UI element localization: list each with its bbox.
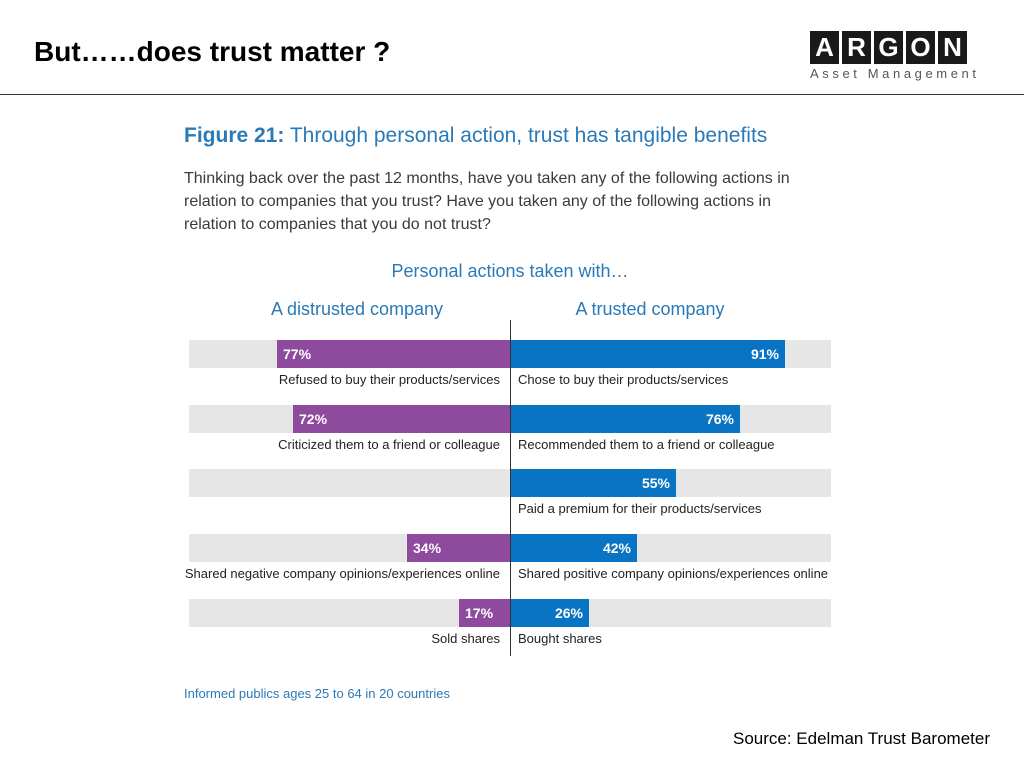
logo-letters: A R G O N bbox=[810, 31, 1004, 64]
bar-value-label: 76% bbox=[705, 411, 734, 427]
chart-title: Personal actions taken with… bbox=[391, 261, 629, 281]
bar-value-label: 55% bbox=[641, 475, 670, 491]
action-label-trusted: Recommended them to a friend or colleagu… bbox=[518, 437, 775, 452]
bar-distrusted: 77% bbox=[277, 340, 510, 368]
bar-value-label: 42% bbox=[602, 540, 631, 556]
bar-distrusted: 72% bbox=[293, 405, 510, 433]
action-label-trusted: Bought shares bbox=[518, 631, 602, 646]
logo-letter: O bbox=[906, 31, 935, 64]
bar-distrusted: 17% bbox=[459, 599, 510, 627]
action-label-trusted: Paid a premium for their products/servic… bbox=[518, 501, 762, 516]
bar-trusted: 55% bbox=[510, 469, 676, 497]
header-divider bbox=[0, 94, 1024, 95]
bar-trusted: 42% bbox=[510, 534, 637, 562]
action-label-trusted: Chose to buy their products/services bbox=[518, 372, 729, 387]
bar-trusted: 91% bbox=[510, 340, 785, 368]
action-label-distrusted: Refused to buy their products/services bbox=[278, 372, 500, 387]
argon-logo: A R G O N Asset Management bbox=[810, 31, 1004, 81]
bar-value-label: 91% bbox=[750, 346, 779, 362]
action-label-distrusted: Sold shares bbox=[431, 631, 500, 646]
logo-subtitle: Asset Management bbox=[810, 66, 980, 81]
slide-title: But……does trust matter ? bbox=[34, 36, 391, 67]
bar-value-label: 77% bbox=[283, 346, 312, 362]
chart-center-axis bbox=[510, 320, 511, 656]
figure-title: Figure 21: Through personal action, trus… bbox=[184, 124, 767, 148]
logo-letter: R bbox=[842, 31, 871, 64]
legend-distrusted: A distrusted company bbox=[270, 299, 444, 319]
bar-trusted: 76% bbox=[510, 405, 740, 433]
figure-question: Thinking back over the past 12 months, h… bbox=[184, 170, 790, 233]
bar-track-distrusted bbox=[189, 469, 510, 497]
bar-track-distrusted bbox=[189, 599, 510, 627]
bar-value-label: 72% bbox=[299, 411, 328, 427]
figure-number: Figure 21: bbox=[184, 124, 285, 147]
bar-trusted: 26% bbox=[510, 599, 589, 627]
bar-value-label: 34% bbox=[413, 540, 442, 556]
action-label-distrusted: Shared negative company opinions/experie… bbox=[184, 566, 500, 581]
figure-footnote: Informed publics ages 25 to 64 in 20 cou… bbox=[184, 686, 450, 701]
figure-title-text: Through personal action, trust has tangi… bbox=[289, 124, 768, 147]
logo-letter: N bbox=[938, 31, 967, 64]
action-label-trusted: Shared positive company opinions/experie… bbox=[518, 566, 829, 581]
logo-letter: G bbox=[874, 31, 903, 64]
action-label-distrusted: Criticized them to a friend or colleague bbox=[278, 437, 500, 452]
bar-value-label: 26% bbox=[554, 605, 583, 621]
legend-trusted: A trusted company bbox=[575, 299, 725, 319]
source-citation: Source: Edelman Trust Barometer bbox=[732, 729, 990, 748]
bar-distrusted: 34% bbox=[407, 534, 510, 562]
logo-letter: A bbox=[810, 31, 839, 64]
bar-value-label: 17% bbox=[465, 605, 494, 621]
